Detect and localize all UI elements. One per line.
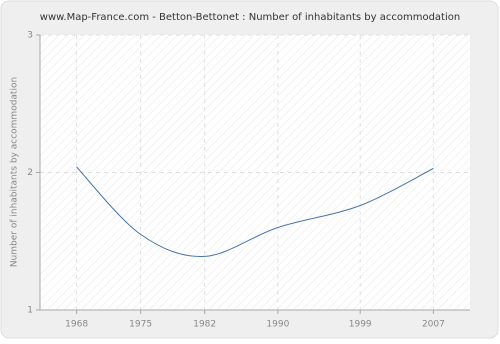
x-tick-label: 1999	[349, 320, 372, 330]
x-tick-label: 2007	[422, 320, 445, 330]
y-tick-label: 1	[27, 306, 33, 316]
x-tick-label: 1968	[65, 320, 88, 330]
x-tick-label: 1982	[193, 320, 216, 330]
chart-title: www.Map-France.com - Betton-Bettonet : N…	[40, 12, 460, 23]
y-axis-label: Number of inhabitants by accommodation	[10, 77, 20, 267]
plot-area	[40, 35, 470, 310]
y-tick-label: 2	[27, 168, 33, 178]
x-tick-label: 1990	[266, 320, 289, 330]
y-tick-label: 3	[27, 31, 33, 41]
line	[76, 166, 434, 257]
x-tick-label: 1975	[129, 320, 152, 330]
